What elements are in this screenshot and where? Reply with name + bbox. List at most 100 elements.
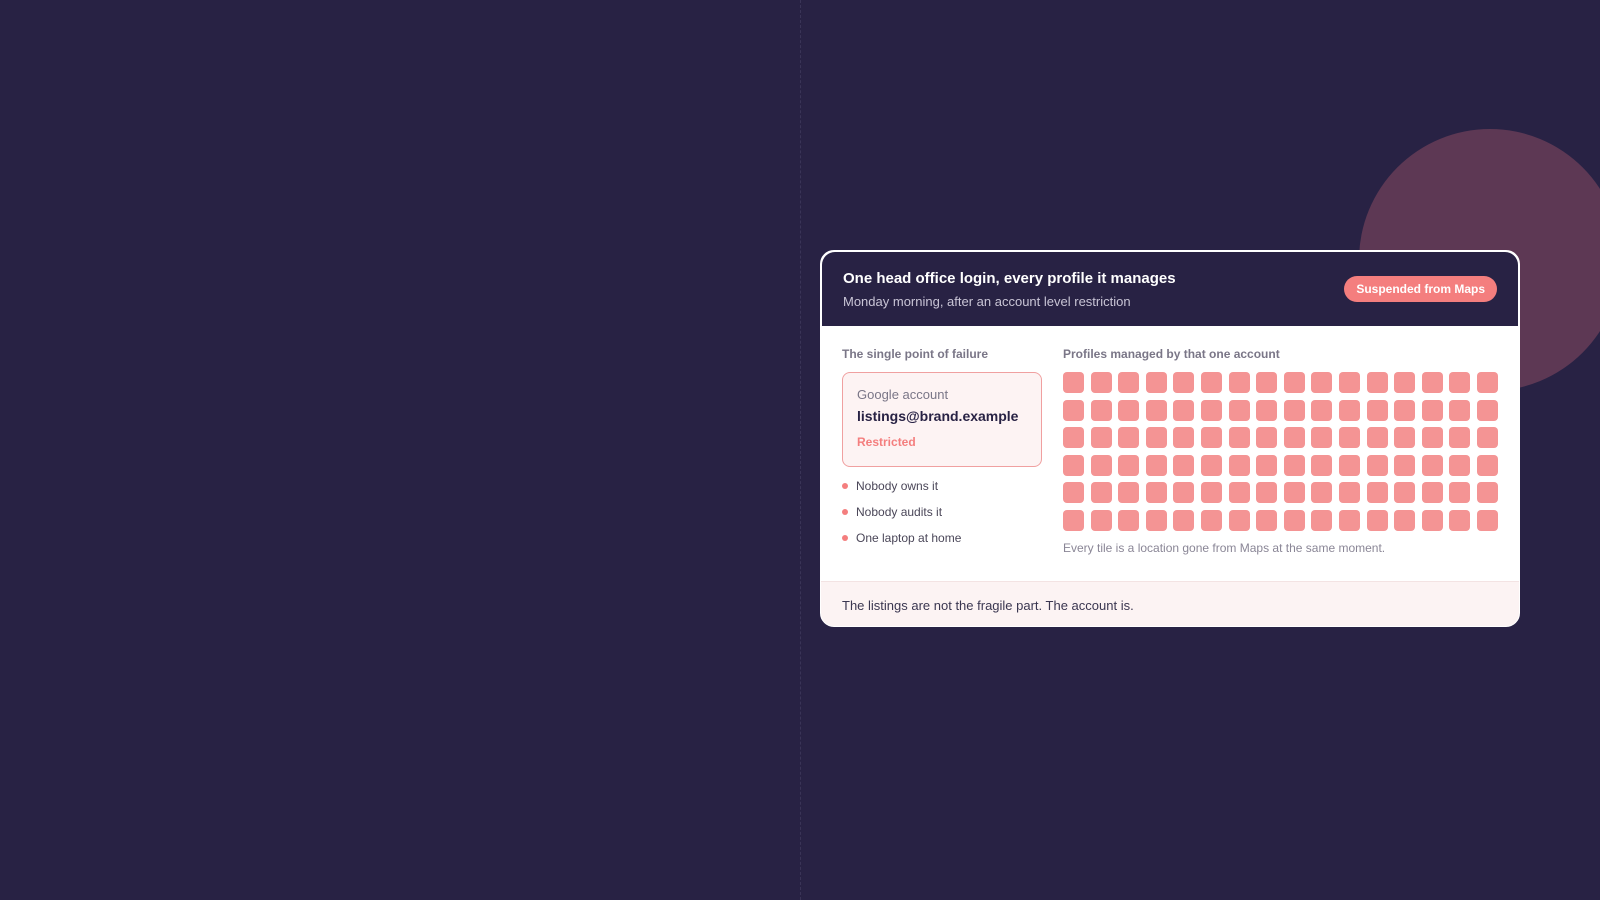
location-tile — [1256, 399, 1278, 421]
location-tile — [1283, 399, 1305, 421]
location-tile — [1338, 482, 1360, 504]
card-footer: The listings are not the fragile part. T… — [821, 581, 1519, 626]
location-tile — [1366, 454, 1388, 476]
location-tile — [1311, 509, 1333, 531]
location-tile — [1283, 454, 1305, 476]
location-tile — [1173, 372, 1195, 393]
location-tile — [1256, 372, 1278, 393]
location-tile — [1476, 399, 1498, 421]
grid-caption: Every tile is a location gone from Maps … — [1063, 541, 1386, 555]
location-tile — [1283, 482, 1305, 504]
location-tile — [1090, 372, 1112, 393]
location-tile — [1449, 399, 1471, 421]
location-tile — [1338, 427, 1360, 449]
location-tile — [1421, 454, 1443, 476]
location-tile — [1283, 427, 1305, 449]
card-body: The single point of failure Google accou… — [821, 326, 1519, 581]
profiles-label: Profiles managed by that one account — [1063, 347, 1280, 361]
location-tile — [1476, 509, 1498, 531]
location-tile — [1173, 509, 1195, 531]
location-tile — [1366, 399, 1388, 421]
list-item: Nobody audits it — [842, 505, 961, 531]
location-tile — [1228, 372, 1250, 393]
location-tile — [1338, 509, 1360, 531]
location-tile — [1145, 372, 1167, 393]
account-kicker: Google account — [857, 387, 949, 402]
list-item: One laptop at home — [842, 531, 961, 557]
location-tile — [1283, 509, 1305, 531]
location-tile — [1228, 482, 1250, 504]
location-tile — [1449, 454, 1471, 476]
location-tile — [1283, 372, 1305, 393]
center-divider — [800, 0, 801, 900]
location-tile — [1228, 454, 1250, 476]
location-tile — [1256, 482, 1278, 504]
location-tile — [1173, 482, 1195, 504]
location-tile — [1200, 509, 1222, 531]
location-tile — [1311, 372, 1333, 393]
location-tile — [1449, 427, 1471, 449]
location-tile — [1063, 372, 1084, 393]
location-tile — [1063, 454, 1084, 476]
location-tile — [1256, 509, 1278, 531]
location-tile — [1090, 454, 1112, 476]
location-tile — [1090, 399, 1112, 421]
location-tile — [1200, 399, 1222, 421]
location-tile — [1090, 427, 1112, 449]
location-tile — [1311, 427, 1333, 449]
location-tile — [1338, 454, 1360, 476]
location-tile — [1366, 509, 1388, 531]
location-tile — [1118, 399, 1140, 421]
card-title: One head office login, every profile it … — [843, 270, 1176, 287]
location-tile — [1366, 372, 1388, 393]
risk-list: Nobody owns it Nobody audits it One lapt… — [842, 479, 961, 557]
footer-text: The listings are not the fragile part. T… — [842, 598, 1134, 613]
location-tile — [1476, 482, 1498, 504]
location-tile — [1394, 399, 1416, 421]
location-tile — [1145, 509, 1167, 531]
location-tile — [1200, 372, 1222, 393]
list-item-label: Nobody owns it — [856, 479, 939, 493]
list-item-label: Nobody audits it — [856, 505, 943, 519]
location-tile — [1421, 509, 1443, 531]
location-tile — [1476, 372, 1498, 393]
status-badge: Suspended from Maps — [1344, 276, 1497, 302]
location-tile — [1394, 509, 1416, 531]
location-tile — [1063, 482, 1084, 504]
card-header: One head office login, every profile it … — [821, 251, 1519, 326]
location-tile — [1173, 427, 1195, 449]
location-tile — [1394, 454, 1416, 476]
location-tile — [1118, 372, 1140, 393]
bullet-dot-icon — [842, 535, 848, 541]
location-tile — [1118, 509, 1140, 531]
list-item-label: One laptop at home — [856, 531, 962, 545]
location-tile — [1118, 454, 1140, 476]
location-tile — [1421, 399, 1443, 421]
location-tile — [1173, 454, 1195, 476]
location-tile — [1311, 482, 1333, 504]
location-tile — [1311, 399, 1333, 421]
location-tile — [1145, 399, 1167, 421]
location-tile — [1338, 399, 1360, 421]
location-tile — [1311, 454, 1333, 476]
location-tile-grid — [1063, 372, 1498, 531]
account-email: listings@brand.example — [857, 408, 1019, 424]
bullet-dot-icon — [842, 483, 848, 489]
account-card: One head office login, every profile it … — [820, 250, 1520, 627]
location-tile — [1449, 482, 1471, 504]
card-subtitle: Monday morning, after an account level r… — [843, 294, 1131, 309]
location-tile — [1394, 427, 1416, 449]
location-tile — [1394, 372, 1416, 393]
location-tile — [1228, 509, 1250, 531]
location-tile — [1118, 427, 1140, 449]
google-account-box: Google account listings@brand.example Re… — [842, 372, 1042, 467]
location-tile — [1200, 482, 1222, 504]
bullet-dot-icon — [842, 509, 848, 515]
location-tile — [1090, 482, 1112, 504]
location-tile — [1145, 427, 1167, 449]
account-status: Restricted — [857, 435, 916, 449]
location-tile — [1476, 427, 1498, 449]
location-tile — [1338, 372, 1360, 393]
location-tile — [1421, 372, 1443, 393]
location-tile — [1063, 509, 1084, 531]
